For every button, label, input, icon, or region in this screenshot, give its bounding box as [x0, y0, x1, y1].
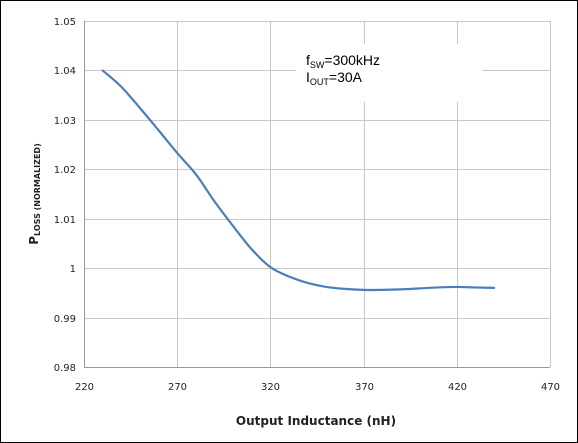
x-tick-label: 370 — [355, 382, 374, 393]
x-axis-title: Output Inductance (nH) — [236, 414, 396, 428]
x-tick-label: 420 — [448, 382, 467, 393]
x-tick-label: 470 — [541, 382, 560, 393]
x-tick-label: 320 — [261, 382, 280, 393]
x-tick-label: 270 — [168, 382, 187, 393]
annotation-fsw: fSW=300kHz — [306, 52, 380, 70]
x-tick-labels: 220 270 320 370 420 470 — [75, 382, 560, 393]
y-tick-label: 1.03 — [54, 116, 76, 127]
x-tick-label: 220 — [75, 382, 94, 393]
y-tick-label: 0.98 — [54, 363, 76, 374]
y-tick-labels: 0.98 0.99 1 1.01 1.02 1.03 1.04 1.05 — [54, 17, 76, 374]
y-tick-label: 0.99 — [54, 314, 76, 325]
y-tick-label: 1.02 — [54, 165, 76, 176]
y-tick-label: 1.05 — [54, 17, 76, 28]
y-tick-label: 1.04 — [54, 66, 76, 77]
y-tick-label: 1 — [70, 264, 76, 275]
annotation-background — [296, 44, 482, 102]
y-axis-title: PLOSS (NORMALIZED) — [27, 143, 42, 244]
annotation-iout: IOUT=30A — [306, 69, 363, 87]
series-line — [101, 69, 496, 292]
y-tick-label: 1.01 — [54, 215, 76, 226]
